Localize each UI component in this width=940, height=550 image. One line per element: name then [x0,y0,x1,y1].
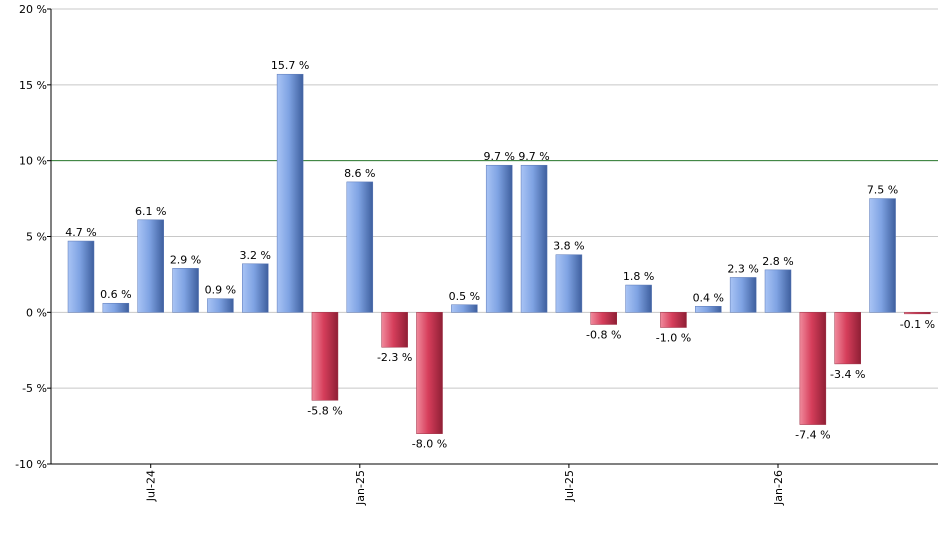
bar [904,312,931,315]
data-label: 2.9 % [170,253,201,266]
data-label: -1.0 % [656,332,691,345]
data-label: 0.5 % [449,290,480,303]
bar [869,198,896,313]
data-label: -3.4 % [830,368,865,381]
data-label: 3.8 % [553,240,584,253]
data-label: 8.6 % [344,167,375,180]
bar [451,304,478,313]
data-label: 0.6 % [100,288,131,301]
bar [695,306,722,313]
data-label: 0.9 % [205,284,236,297]
data-label: -7.4 % [795,429,830,442]
bar [137,219,164,313]
y-tick-label: 5 % [26,231,47,244]
bar [555,254,583,313]
bar [242,263,269,313]
data-label: 4.7 % [65,226,96,239]
bar [799,312,827,425]
data-label: -8.0 % [412,438,447,451]
data-labels: 4.7 % 0.6 % 6.1 % 2.9 % 0.9 % 3.2 % 15.7 % -5.8… [65,59,935,450]
bar [416,312,443,434]
data-label: 2.8 % [762,255,793,268]
bar [834,312,861,365]
data-label: 2.3 % [727,262,758,275]
data-label: 9.7 % [483,150,514,163]
bar [520,164,548,313]
bar [660,312,687,328]
y-tick-label: -5 % [22,382,47,395]
data-label: -2.3 % [377,351,412,364]
bar [625,284,652,313]
bar [764,269,792,313]
x-tick-label: Jan-25 [354,470,367,506]
x-tick-label: Jan-26 [772,470,785,506]
bar [485,164,513,313]
y-tick-label: 15 % [19,79,47,92]
data-label: -0.1 % [900,318,935,331]
bar [207,298,234,313]
bar [311,312,339,401]
data-label: 3.2 % [240,249,271,262]
bar [102,302,130,313]
data-label: 7.5 % [867,184,898,197]
data-label: -5.8 % [307,404,342,417]
data-label: 9.7 % [518,150,549,163]
data-label: 1.8 % [623,270,654,283]
bar [381,312,408,348]
bar [346,181,374,313]
axes: 20 % 15 % 10 % 5 % 0 % -5 % -10 % Jul-24 Jan-25 J… [15,3,938,506]
bar [590,312,617,325]
bars [67,73,931,434]
data-label: 15.7 % [271,59,309,72]
bar [276,73,304,313]
x-tick-label: Jul-24 [145,470,158,502]
data-label: 6.1 % [135,205,166,218]
bar [67,240,95,313]
bar [729,277,757,313]
bar [172,268,199,313]
y-tick-label: 0 % [26,306,47,319]
data-label: 0.4 % [693,291,724,304]
y-tick-label: 20 % [19,3,47,16]
y-tick-label: 10 % [19,155,47,168]
data-label: -0.8 % [586,328,621,341]
x-tick-label: Jul-25 [563,470,576,502]
y-tick-label: -10 % [15,458,47,471]
